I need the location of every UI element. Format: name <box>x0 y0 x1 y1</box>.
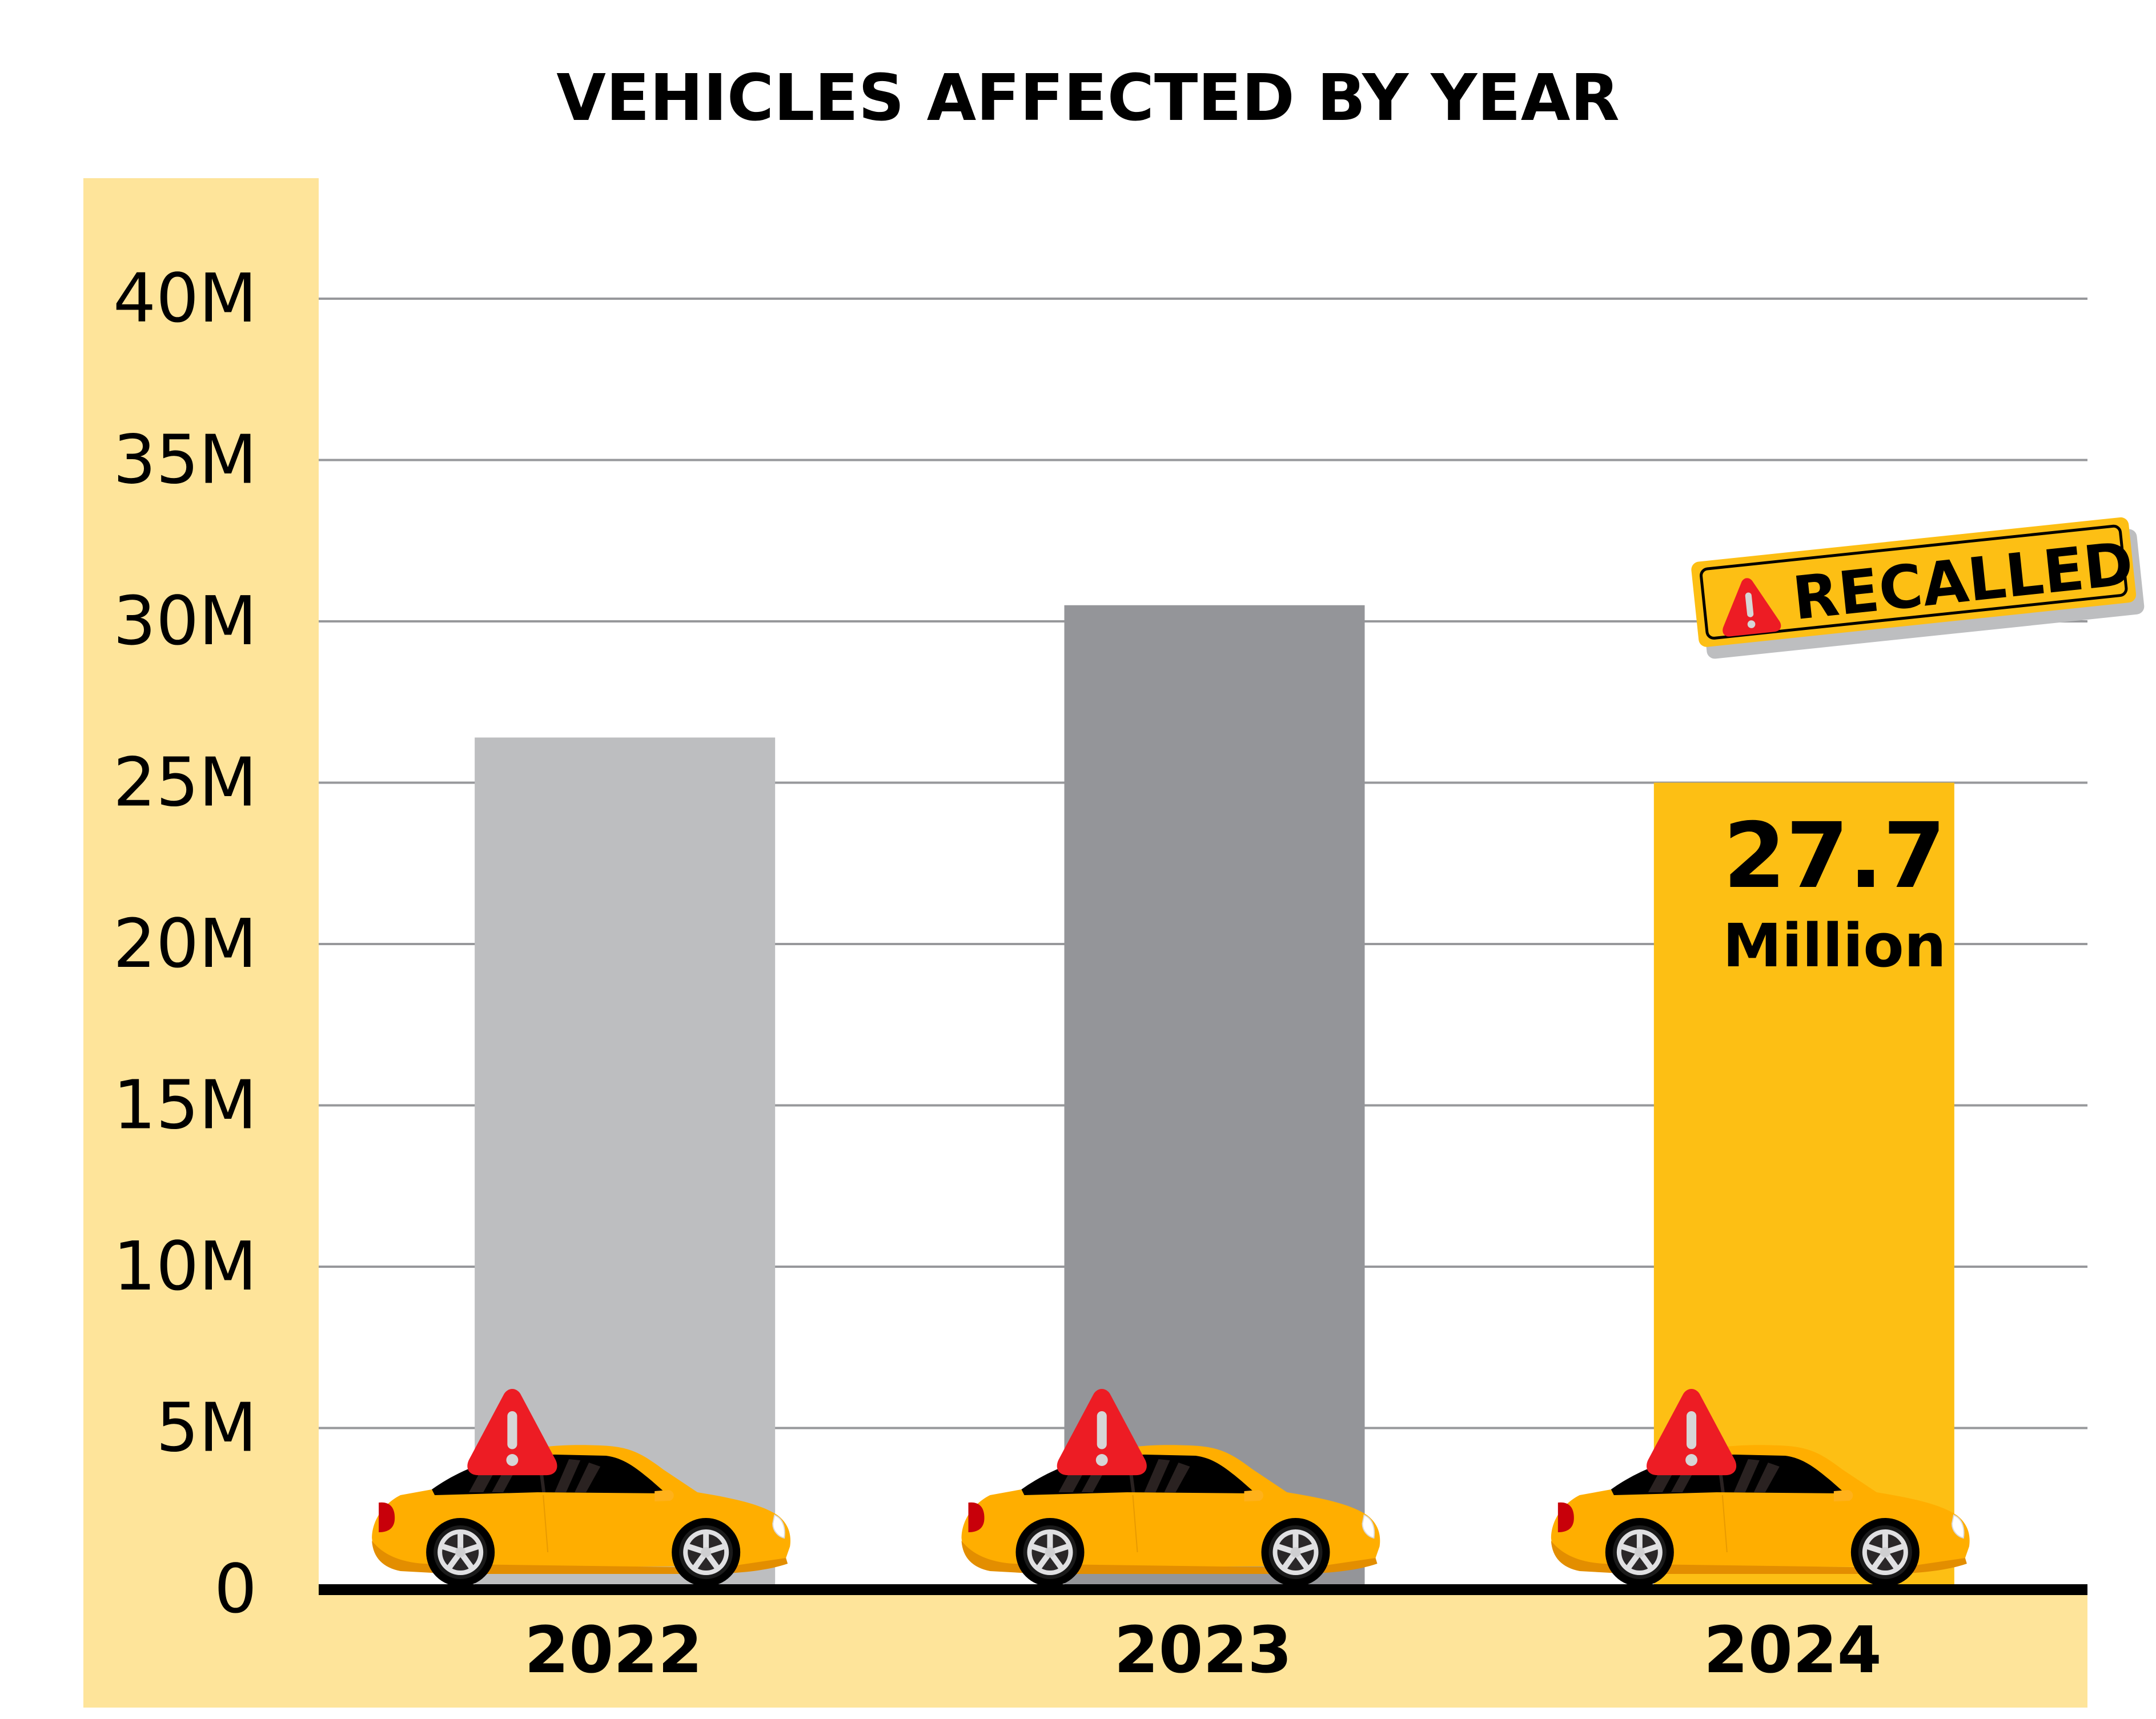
x-axis-panel <box>83 1589 2087 1708</box>
y-tick-label: 30M <box>113 581 257 660</box>
y-axis-ticks: 0 5M 10M 15M 20M 25M 30M 35M 40M <box>113 259 257 1628</box>
chart-title: VEHICLES AFFECTED BY YEAR <box>556 61 1619 135</box>
x-tick-label: 2024 <box>1704 1613 1882 1688</box>
y-tick-label: 5M <box>156 1388 257 1467</box>
x-axis-line <box>319 1584 2087 1595</box>
y-tick-label: 35M <box>113 420 257 499</box>
x-axis-ticks: 2022 2023 2024 <box>524 1613 1881 1688</box>
y-tick-label: 15M <box>113 1066 257 1144</box>
y-tick-label: 40M <box>113 259 257 338</box>
y-axis-panel <box>83 178 319 1708</box>
bars <box>475 605 1954 1589</box>
recalled-stamp: RECALLED <box>1691 517 2145 659</box>
y-tick-label: 25M <box>113 743 257 822</box>
y-tick-label: 0 <box>214 1549 257 1628</box>
bar-value-label: 27.7 <box>1723 804 1946 909</box>
x-tick-label: 2023 <box>1114 1613 1292 1688</box>
y-tick-label: 20M <box>113 904 257 983</box>
bar-unit-label: Million <box>1723 911 1946 981</box>
x-tick-label: 2022 <box>524 1613 702 1688</box>
y-tick-label: 10M <box>113 1227 257 1306</box>
